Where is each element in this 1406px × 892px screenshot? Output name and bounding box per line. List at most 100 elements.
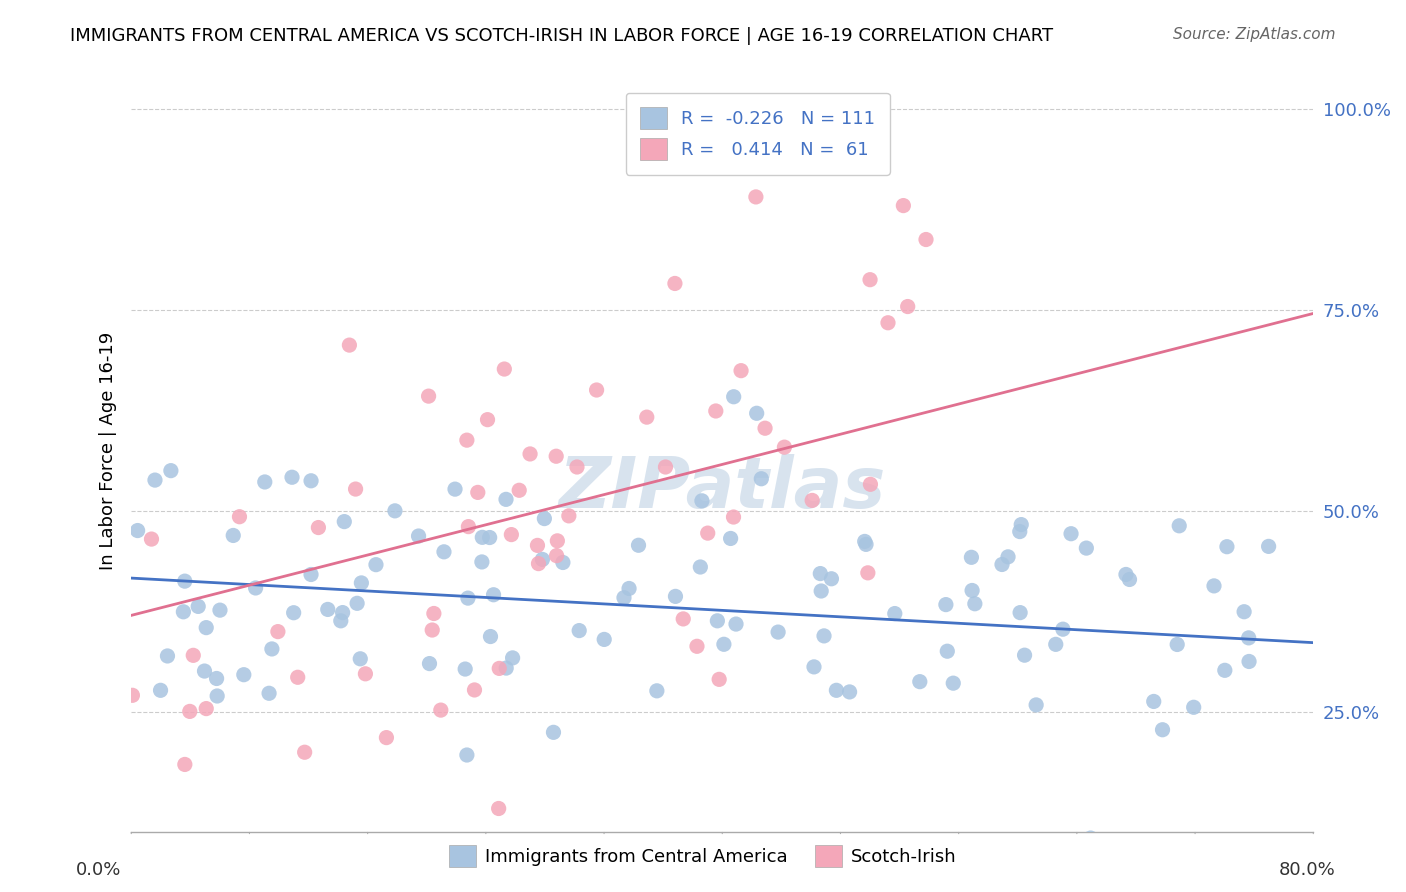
Point xyxy=(813,629,835,643)
Point xyxy=(195,621,218,635)
Point xyxy=(260,642,283,657)
Point xyxy=(457,591,479,606)
Point xyxy=(1152,723,1174,737)
Point xyxy=(730,364,752,378)
Point xyxy=(1168,518,1191,533)
Point xyxy=(1010,517,1032,532)
Point xyxy=(471,530,494,544)
Point xyxy=(354,666,377,681)
Point xyxy=(478,531,501,545)
Point xyxy=(1025,698,1047,712)
Point xyxy=(294,745,316,759)
Point xyxy=(375,731,398,745)
Point xyxy=(228,509,250,524)
Point xyxy=(495,661,517,675)
Point xyxy=(208,603,231,617)
Point xyxy=(533,511,555,525)
Point xyxy=(1052,622,1074,636)
Point xyxy=(724,617,747,632)
Point xyxy=(463,682,485,697)
Point xyxy=(245,581,267,595)
Point xyxy=(307,520,329,534)
Point xyxy=(585,383,607,397)
Point xyxy=(645,683,668,698)
Point xyxy=(754,421,776,435)
Point xyxy=(749,472,772,486)
Point xyxy=(942,676,965,690)
Point xyxy=(558,508,581,523)
Point xyxy=(709,673,731,687)
Point xyxy=(149,683,172,698)
Point xyxy=(173,757,195,772)
Point xyxy=(915,233,938,247)
Point xyxy=(672,612,695,626)
Point xyxy=(299,567,322,582)
Text: 0.0%: 0.0% xyxy=(76,861,121,879)
Point xyxy=(696,526,718,541)
Point xyxy=(467,485,489,500)
Point xyxy=(546,449,568,463)
Point xyxy=(205,672,228,686)
Point xyxy=(963,597,986,611)
Point xyxy=(141,532,163,546)
Point xyxy=(546,549,568,563)
Point xyxy=(193,664,215,678)
Point xyxy=(222,528,245,542)
Point xyxy=(283,606,305,620)
Point xyxy=(893,198,915,212)
Point xyxy=(568,624,591,638)
Point xyxy=(1182,700,1205,714)
Point xyxy=(420,623,443,637)
Point xyxy=(810,584,832,599)
Point xyxy=(173,574,195,589)
Point xyxy=(1014,648,1036,663)
Point xyxy=(877,316,900,330)
Point xyxy=(936,644,959,658)
Point xyxy=(364,558,387,572)
Legend: R =  -0.226   N = 111, R =   0.414   N =  61: R = -0.226 N = 111, R = 0.414 N = 61 xyxy=(626,93,890,175)
Point xyxy=(593,632,616,647)
Point xyxy=(287,670,309,684)
Point xyxy=(855,537,877,551)
Point xyxy=(908,674,931,689)
Point xyxy=(825,683,848,698)
Point xyxy=(350,576,373,591)
Point xyxy=(627,538,650,552)
Point xyxy=(477,412,499,426)
Point xyxy=(1233,605,1256,619)
Point xyxy=(205,689,228,703)
Point xyxy=(853,534,876,549)
Point xyxy=(406,854,429,868)
Point xyxy=(808,566,831,581)
Point xyxy=(454,662,477,676)
Point xyxy=(253,475,276,489)
Point xyxy=(501,527,523,541)
Point xyxy=(418,657,440,671)
Point xyxy=(1010,606,1032,620)
Point xyxy=(1237,655,1260,669)
Point xyxy=(1213,663,1236,677)
Point xyxy=(801,493,824,508)
Point xyxy=(281,470,304,484)
Point xyxy=(690,493,713,508)
Point xyxy=(488,661,510,675)
Point xyxy=(745,190,768,204)
Point xyxy=(935,598,957,612)
Point xyxy=(527,557,550,571)
Point xyxy=(456,433,478,447)
Point xyxy=(299,474,322,488)
Point xyxy=(991,558,1014,572)
Point xyxy=(172,605,194,619)
Point xyxy=(430,703,453,717)
Point xyxy=(1080,831,1102,846)
Point xyxy=(856,566,879,580)
Point xyxy=(502,651,524,665)
Point xyxy=(1076,541,1098,555)
Point xyxy=(1143,694,1166,708)
Point xyxy=(349,652,371,666)
Point xyxy=(689,560,711,574)
Point xyxy=(706,614,728,628)
Point xyxy=(418,389,440,403)
Point xyxy=(384,504,406,518)
Point xyxy=(704,404,727,418)
